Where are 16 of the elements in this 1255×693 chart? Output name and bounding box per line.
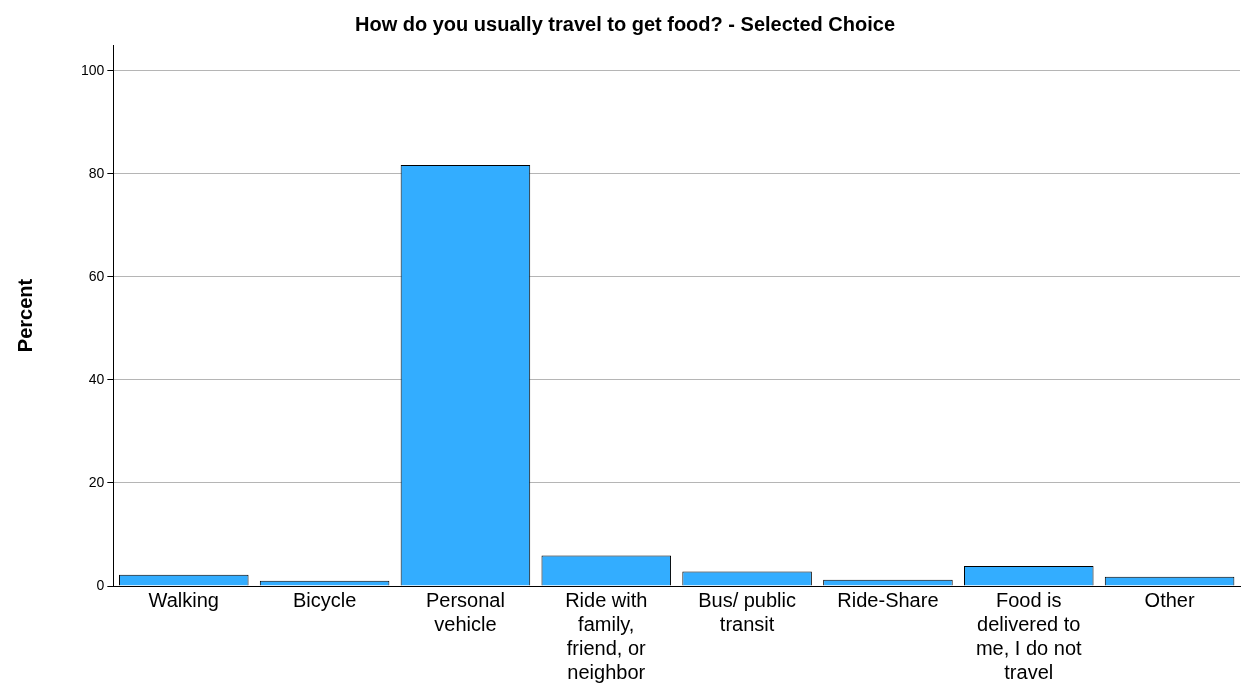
- x-tick-label: Other: [1144, 588, 1195, 611]
- x-tick-label: Bus/ public transit: [698, 588, 797, 635]
- y-tick-label: 80: [88, 164, 105, 181]
- x-tick-label: Walking: [148, 588, 219, 611]
- x-tick-label: Ride with family, friend, or neighbor: [565, 588, 648, 683]
- x-tick-label: Food is delivered to me, I do not travel: [975, 588, 1082, 683]
- y-tick-label: 40: [88, 370, 105, 387]
- y-tick-label: 60: [88, 267, 105, 284]
- y-tick-label: 0: [96, 576, 105, 593]
- x-tick-label: Bicycle: [292, 588, 357, 611]
- y-tick-label: 20: [88, 473, 105, 490]
- y-axis-title: Percent: [13, 278, 36, 353]
- x-tick-label: Ride-Share: [837, 588, 939, 611]
- y-tick-label: 100: [81, 61, 105, 78]
- chart-title: How do you usually travel to get food? - Selected Choice: [354, 12, 896, 35]
- x-tick-label: Personal vehicle: [425, 588, 505, 635]
